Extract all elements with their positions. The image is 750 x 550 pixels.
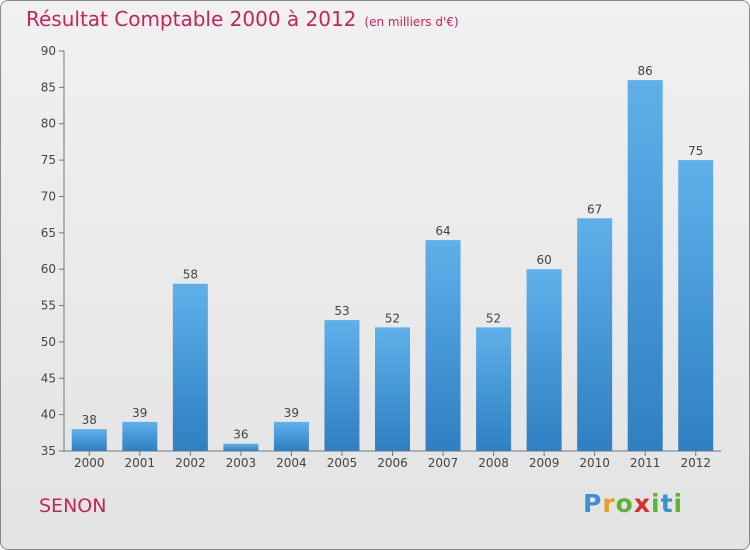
x-tick-label: 2010 — [579, 456, 610, 470]
bar-value-label: 75 — [688, 144, 703, 158]
y-tick-label: 40 — [41, 408, 56, 422]
y-tick-label: 50 — [41, 335, 56, 349]
x-tick-label: 2011 — [630, 456, 661, 470]
bar — [273, 421, 309, 451]
y-tick-label: 45 — [41, 371, 56, 385]
bar — [476, 327, 512, 451]
logo-letter: x — [633, 489, 651, 518]
bar-value-label: 36 — [233, 428, 248, 442]
chart-axes: 35 40 45 50 55 60 65 70 75 80 85 90 2000 2001 2002 2003… — [41, 44, 721, 470]
bar-value-label: 58 — [183, 268, 198, 282]
logo-letter: r — [602, 489, 616, 518]
bar-value-label: 67 — [587, 202, 602, 216]
logo-letter: t — [660, 489, 674, 518]
chart-bars: 38 39 58 36 39 53 52 64 52 60 67 86 75 — [71, 64, 714, 451]
bar — [223, 443, 259, 451]
bar — [577, 218, 613, 451]
x-tick-label: 2005 — [327, 456, 358, 470]
y-tick-label: 65 — [41, 226, 56, 240]
bar — [122, 421, 158, 451]
place-name: SENON — [39, 495, 107, 517]
chart-title: Résultat Comptable 2000 à 2012 (en millie… — [26, 7, 459, 31]
bar — [678, 160, 714, 451]
bar — [425, 240, 461, 451]
bar-value-label: 86 — [638, 64, 653, 78]
bar-value-label: 64 — [435, 224, 450, 238]
bar — [71, 429, 107, 451]
bar-value-label: 39 — [284, 406, 299, 420]
chart-subtitle: (en milliers d'€) — [364, 15, 459, 29]
y-tick-label: 85 — [41, 80, 56, 94]
x-tick-label: 2012 — [680, 456, 711, 470]
bar — [324, 320, 360, 451]
y-tick-label: 75 — [41, 153, 56, 167]
x-tick-label: 2004 — [276, 456, 307, 470]
bar-value-label: 38 — [82, 413, 97, 427]
bar-value-label: 60 — [536, 253, 551, 267]
x-tick-label: 2003 — [226, 456, 257, 470]
bar-value-label: 52 — [486, 311, 501, 325]
bar-value-label: 53 — [334, 304, 349, 318]
x-tick-label: 2002 — [175, 456, 206, 470]
chart-title-text: Résultat Comptable 2000 à 2012 — [26, 7, 357, 31]
y-tick-label: 35 — [41, 444, 56, 458]
bar — [172, 283, 208, 451]
bar — [375, 327, 410, 451]
bar — [526, 269, 562, 451]
proxiti-logo: Proxiti — [583, 489, 683, 518]
y-tick-label: 55 — [41, 299, 56, 313]
x-tick-label: 2000 — [74, 456, 105, 470]
y-tick-label: 90 — [41, 44, 56, 58]
logo-letter: P — [583, 489, 603, 518]
logo-letter: o — [615, 489, 634, 518]
x-tick-label: 2008 — [478, 456, 509, 470]
x-tick-label: 2001 — [125, 456, 156, 470]
y-tick-label: 80 — [41, 117, 56, 131]
y-tick-label: 60 — [41, 262, 56, 276]
bar — [627, 80, 663, 451]
bar-value-label: 39 — [132, 406, 147, 420]
logo-letter: i — [673, 489, 684, 518]
bar-value-label: 52 — [385, 311, 400, 325]
x-tick-label: 2006 — [377, 456, 408, 470]
logo-letter: i — [651, 489, 661, 518]
x-tick-label: 2009 — [529, 456, 560, 470]
y-tick-label: 70 — [41, 189, 56, 203]
x-tick-label: 2007 — [428, 456, 459, 470]
